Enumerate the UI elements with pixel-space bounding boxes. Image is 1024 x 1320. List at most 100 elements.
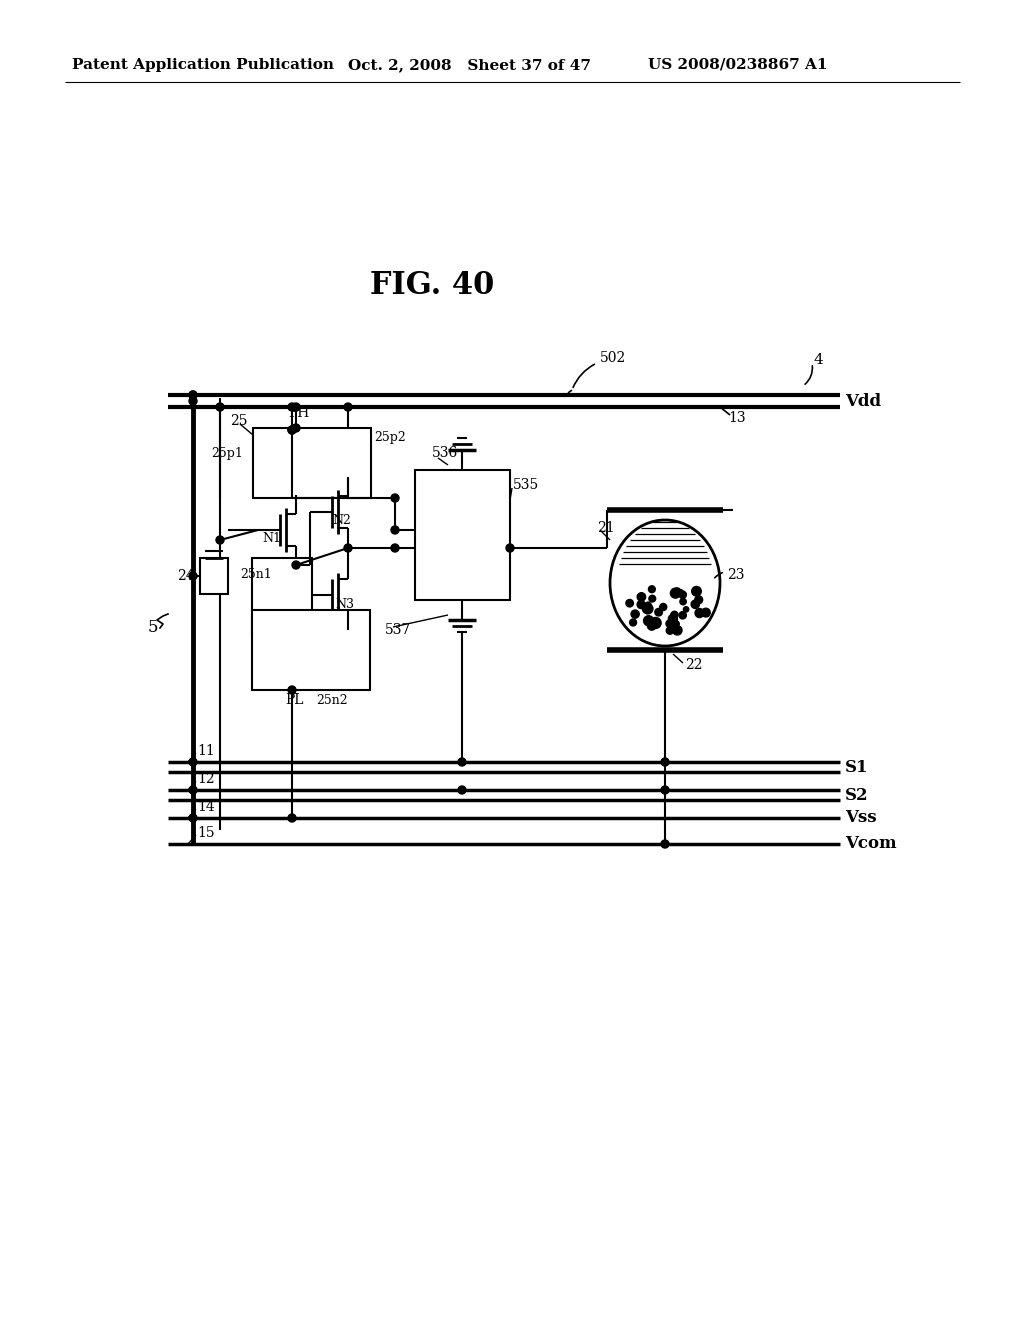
Circle shape — [650, 618, 662, 628]
Circle shape — [667, 627, 674, 634]
Text: FIG. 40: FIG. 40 — [370, 269, 495, 301]
Circle shape — [637, 601, 645, 609]
Text: S1: S1 — [845, 759, 868, 776]
Text: 536: 536 — [432, 446, 459, 459]
Circle shape — [671, 611, 678, 618]
Circle shape — [288, 403, 296, 411]
Text: 11: 11 — [197, 744, 215, 758]
Text: 15: 15 — [197, 826, 215, 840]
Circle shape — [189, 391, 197, 399]
Circle shape — [674, 622, 679, 627]
Circle shape — [189, 572, 197, 579]
Text: US 2008/0238867 A1: US 2008/0238867 A1 — [648, 58, 827, 73]
Text: 25n1: 25n1 — [240, 569, 271, 582]
Text: 24: 24 — [177, 569, 195, 583]
Circle shape — [642, 603, 651, 612]
Text: N1: N1 — [262, 532, 281, 544]
Circle shape — [292, 403, 300, 411]
Text: 537: 537 — [385, 623, 412, 638]
Text: Oct. 2, 2008   Sheet 37 of 47: Oct. 2, 2008 Sheet 37 of 47 — [348, 58, 591, 73]
Circle shape — [216, 536, 224, 544]
Text: Vdd: Vdd — [845, 392, 881, 409]
Circle shape — [680, 598, 686, 605]
Circle shape — [662, 758, 669, 766]
Text: 5: 5 — [148, 619, 159, 636]
Circle shape — [683, 607, 689, 612]
Circle shape — [691, 601, 699, 609]
Text: 25n2: 25n2 — [316, 693, 347, 706]
Circle shape — [648, 586, 655, 593]
Circle shape — [643, 615, 653, 626]
Circle shape — [673, 587, 681, 595]
Circle shape — [672, 620, 679, 627]
Circle shape — [391, 494, 399, 502]
Circle shape — [630, 619, 637, 626]
Circle shape — [673, 626, 682, 635]
Circle shape — [292, 561, 300, 569]
Circle shape — [659, 603, 667, 611]
Ellipse shape — [610, 520, 720, 645]
Circle shape — [701, 609, 711, 616]
Circle shape — [695, 609, 705, 618]
Circle shape — [626, 599, 634, 607]
Bar — [253, 428, 371, 498]
Text: N3: N3 — [335, 598, 354, 611]
Text: 23: 23 — [727, 568, 744, 582]
Circle shape — [637, 593, 646, 601]
Bar — [252, 558, 312, 636]
Text: 12: 12 — [197, 772, 215, 785]
Circle shape — [189, 785, 197, 795]
Circle shape — [655, 609, 663, 616]
Circle shape — [669, 614, 678, 623]
Text: 22: 22 — [685, 657, 702, 672]
Text: 25p1: 25p1 — [211, 446, 243, 459]
Text: N2: N2 — [332, 513, 351, 527]
Text: 535: 535 — [513, 478, 540, 492]
Circle shape — [649, 595, 655, 602]
Circle shape — [679, 591, 686, 598]
Circle shape — [642, 603, 653, 614]
Text: PL: PL — [285, 693, 303, 708]
Circle shape — [344, 544, 352, 552]
Circle shape — [506, 544, 514, 552]
Text: PH: PH — [288, 407, 309, 420]
Text: 502: 502 — [600, 351, 627, 366]
Bar — [200, 558, 228, 594]
Text: Patent Application Publication: Patent Application Publication — [72, 58, 334, 73]
Circle shape — [666, 620, 674, 627]
Circle shape — [694, 595, 702, 603]
Text: 4: 4 — [813, 352, 822, 367]
Circle shape — [691, 586, 701, 597]
Circle shape — [189, 391, 197, 399]
Circle shape — [344, 403, 352, 411]
Circle shape — [458, 758, 466, 766]
Circle shape — [189, 758, 197, 766]
Bar — [415, 470, 510, 601]
Circle shape — [216, 403, 224, 411]
Text: 21: 21 — [597, 521, 614, 535]
Circle shape — [189, 397, 197, 405]
Circle shape — [662, 840, 669, 847]
Text: S2: S2 — [845, 787, 868, 804]
Circle shape — [288, 426, 296, 434]
Circle shape — [288, 426, 296, 434]
Circle shape — [631, 610, 639, 618]
Circle shape — [671, 589, 680, 598]
Circle shape — [645, 602, 651, 609]
Text: 13: 13 — [728, 411, 745, 425]
Text: 25p2: 25p2 — [374, 432, 406, 445]
Circle shape — [652, 622, 658, 628]
Circle shape — [662, 785, 669, 795]
Bar — [252, 610, 370, 690]
Circle shape — [678, 590, 683, 595]
Circle shape — [679, 611, 686, 619]
Circle shape — [671, 612, 677, 618]
Circle shape — [189, 814, 197, 822]
Circle shape — [647, 622, 656, 630]
Circle shape — [391, 544, 399, 552]
Circle shape — [288, 814, 296, 822]
Circle shape — [391, 525, 399, 535]
Text: Vss: Vss — [845, 809, 877, 826]
Circle shape — [288, 686, 296, 694]
Text: 14: 14 — [197, 800, 215, 814]
